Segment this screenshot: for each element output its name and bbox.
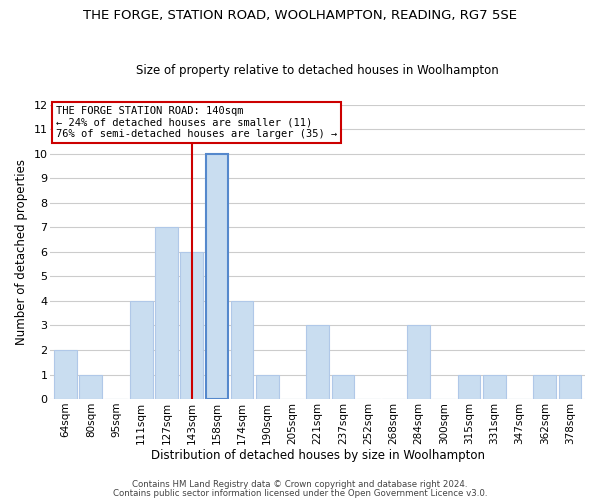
Bar <box>332 374 354 399</box>
Bar <box>533 374 556 399</box>
Bar <box>231 301 253 399</box>
Bar <box>181 252 203 399</box>
Text: THE FORGE, STATION ROAD, WOOLHAMPTON, READING, RG7 5SE: THE FORGE, STATION ROAD, WOOLHAMPTON, RE… <box>83 9 517 22</box>
Bar <box>458 374 481 399</box>
Text: Contains HM Land Registry data © Crown copyright and database right 2024.: Contains HM Land Registry data © Crown c… <box>132 480 468 489</box>
Y-axis label: Number of detached properties: Number of detached properties <box>15 159 28 345</box>
Bar <box>407 326 430 399</box>
Bar <box>307 326 329 399</box>
Text: THE FORGE STATION ROAD: 140sqm
← 24% of detached houses are smaller (11)
76% of : THE FORGE STATION ROAD: 140sqm ← 24% of … <box>56 106 337 139</box>
Bar <box>256 374 278 399</box>
Text: Contains public sector information licensed under the Open Government Licence v3: Contains public sector information licen… <box>113 488 487 498</box>
Title: Size of property relative to detached houses in Woolhampton: Size of property relative to detached ho… <box>136 64 499 77</box>
Bar <box>483 374 506 399</box>
X-axis label: Distribution of detached houses by size in Woolhampton: Distribution of detached houses by size … <box>151 450 485 462</box>
Bar <box>54 350 77 399</box>
Bar <box>130 301 152 399</box>
Bar <box>155 228 178 399</box>
Bar <box>79 374 102 399</box>
Bar <box>206 154 228 399</box>
Bar <box>559 374 581 399</box>
